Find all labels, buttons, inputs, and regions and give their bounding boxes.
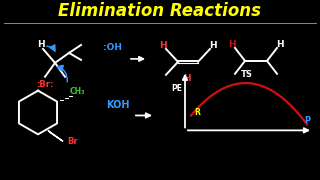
Text: CH₃: CH₃ [69, 87, 85, 96]
Text: Elimination Reactions: Elimination Reactions [59, 2, 261, 20]
Polygon shape [48, 130, 63, 141]
Text: H: H [228, 40, 236, 50]
Text: R: R [194, 108, 200, 117]
Text: PE: PE [172, 84, 182, 93]
Text: P: P [304, 116, 310, 125]
Text: TS: TS [241, 70, 253, 79]
Text: H: H [159, 41, 167, 50]
Text: Br: Br [68, 137, 78, 146]
Text: H: H [183, 74, 191, 83]
Text: H: H [276, 40, 284, 50]
Text: KOH: KOH [106, 100, 130, 110]
Text: H: H [209, 41, 217, 50]
Text: :OH: :OH [102, 43, 122, 52]
Text: H: H [37, 40, 45, 50]
Text: :Br:: :Br: [36, 80, 54, 89]
